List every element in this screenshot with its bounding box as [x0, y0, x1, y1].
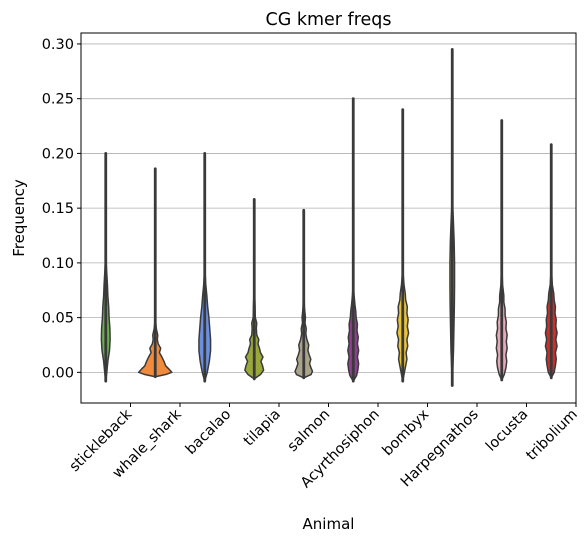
y-axis: 0.00 0.05 0.10 0.15 0.20 0.25 0.30	[42, 37, 81, 381]
x-axis-label: Animal	[303, 515, 355, 533]
y-tick-label: 0.25	[42, 92, 74, 108]
y-tick-label: 0.20	[42, 146, 74, 162]
grid-lines	[81, 43, 576, 373]
y-tick-label: 0.10	[42, 256, 74, 272]
violins	[100, 48, 558, 387]
x-tick-label: tilapia	[241, 407, 284, 450]
x-tick-label: salmon	[285, 407, 334, 456]
y-tick-label: 0.30	[42, 37, 74, 53]
x-tick-label: locusta	[483, 407, 531, 455]
x-tick-label: bacalao	[183, 406, 235, 458]
y-tick-label: 0.00	[42, 365, 74, 381]
y-tick-label: 0.05	[42, 311, 74, 327]
y-axis-label: Frequency	[10, 179, 28, 257]
chart-title: CG kmer freqs	[265, 10, 391, 30]
y-tick-label: 0.15	[42, 201, 74, 217]
x-tick-label: tribolium	[523, 407, 580, 464]
